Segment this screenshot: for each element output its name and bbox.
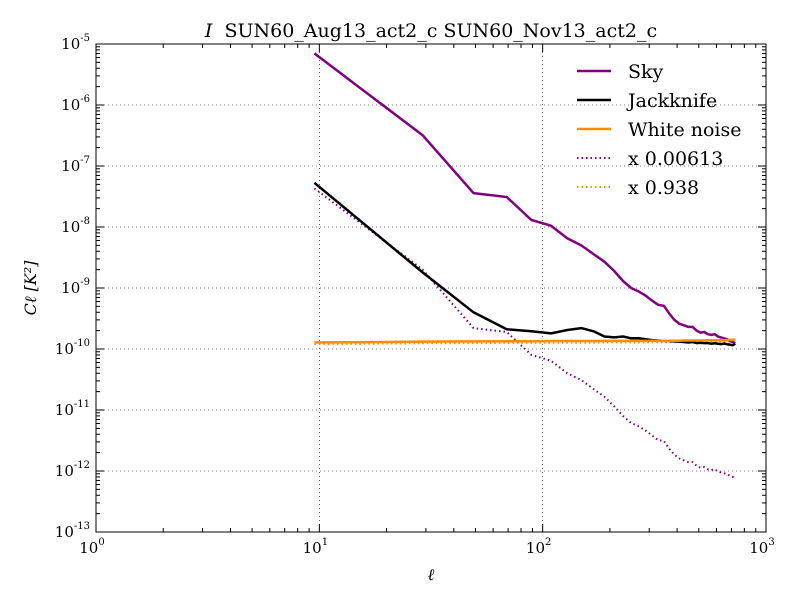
chart-title: I SUN60_Aug13_act2_c SUN60_Nov13_act2_c: [204, 20, 657, 42]
y-tick-label: 10-11: [55, 399, 90, 419]
x-axis-label: ℓ: [428, 565, 435, 584]
legend-label-x-0-00613: x 0.00613: [628, 148, 723, 170]
series-layer: [313, 52, 736, 479]
legend-label-sky: Sky: [628, 61, 664, 83]
legend-label-jackknife: Jackknife: [626, 90, 717, 112]
y-tick-label: 10-5: [61, 33, 90, 53]
y-axis-label: Cℓ [K²]: [21, 260, 40, 316]
series-line-x-0-00613: [313, 187, 736, 479]
legend: Sky Jackknife White noise x 0.00613 x 0.938: [577, 61, 742, 199]
x-tick-label: 103: [749, 537, 774, 557]
tick-labels: 100 101 102 103 10-5 10-6 10-7 10-8 10-9 10-10 10-…: [55, 33, 775, 557]
x-tick-label: 102: [526, 537, 551, 557]
series-line-sky: [313, 52, 736, 345]
y-tick-label: 10-9: [61, 277, 90, 297]
legend-label-x-0-938: x 0.938: [628, 177, 699, 199]
series-line-x-0-938: [314, 340, 736, 346]
y-tick-label: 10-6: [61, 94, 90, 114]
grid: [96, 44, 766, 532]
y-tick-label: 10-8: [61, 216, 90, 236]
x-tick-label: 101: [303, 537, 328, 557]
x-tick-label: 100: [79, 537, 104, 557]
ticks: [95, 43, 767, 533]
chart-title-prefix: I: [204, 20, 213, 42]
y-tick-label: 10-12: [55, 460, 90, 480]
chart-title-main: SUN60_Aug13_act2_c SUN60_Nov13_act2_c: [224, 20, 657, 42]
legend-label-white-noise: White noise: [628, 119, 742, 141]
y-tick-label: 10-7: [61, 155, 90, 175]
series-line-white-noise: [314, 338, 736, 344]
y-tick-label: 10-10: [55, 338, 90, 358]
y-tick-label: 10-13: [55, 521, 90, 541]
